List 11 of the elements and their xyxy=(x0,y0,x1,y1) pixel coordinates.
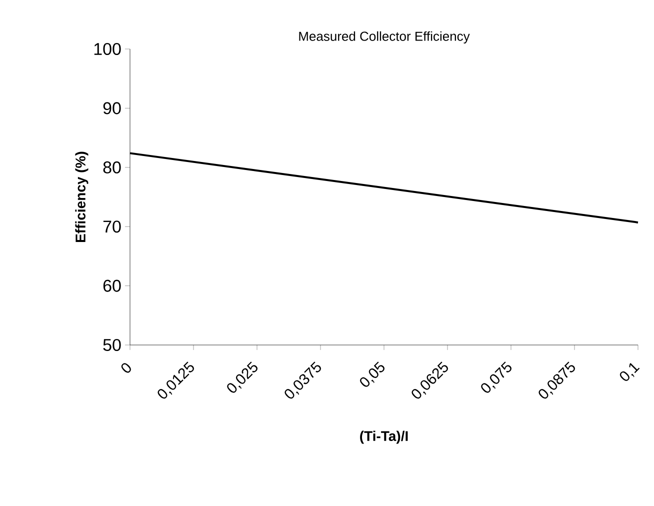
y-tick-label: 70 xyxy=(103,220,121,233)
x-tick-label: 0 xyxy=(121,363,131,373)
y-tick-label: 80 xyxy=(103,161,121,174)
y-tick-label: 100 xyxy=(94,42,121,56)
x-axis-title: (Ti-Ta)/I xyxy=(360,430,408,444)
y-tick-label: 60 xyxy=(103,280,121,292)
chart-title: Measured Collector Efficiency xyxy=(299,31,470,44)
x-tick-label: 0,1 xyxy=(620,363,640,381)
y-tick-label: 90 xyxy=(103,102,121,114)
y-tick-label: 50 xyxy=(103,338,121,352)
y-axis-title: Efficiency (%) xyxy=(75,152,88,242)
